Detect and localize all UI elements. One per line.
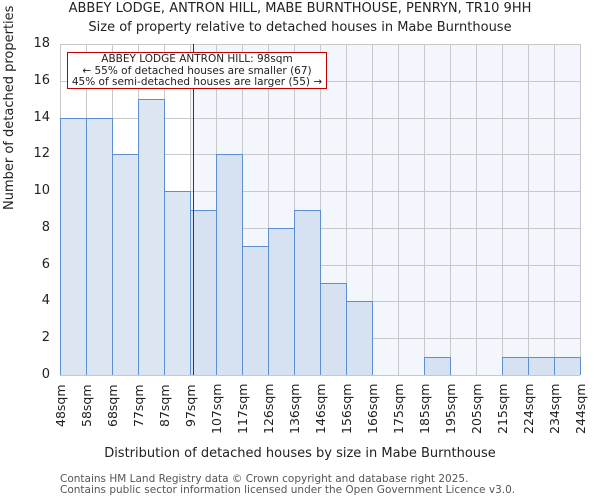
- x-tick-label: 146sqm: [313, 383, 328, 434]
- y-tick-label: 4: [41, 293, 50, 309]
- histogram-bar: [112, 154, 139, 375]
- x-tick-label: 244sqm: [573, 383, 588, 434]
- x-tick-label: 126sqm: [261, 383, 276, 434]
- y-tick-label: 6: [41, 256, 50, 272]
- y-tick-label: 10: [33, 183, 50, 199]
- x-axis-line: [60, 375, 580, 376]
- annotation-line-1: ABBEY LODGE ANTRON HILL: 98sqm: [101, 53, 293, 65]
- plot-area: [60, 44, 581, 376]
- histogram-bar: [242, 246, 269, 375]
- annotation-line-3: 45% of semi-detached houses are larger (…: [71, 76, 323, 88]
- property-marker-line: [193, 44, 194, 375]
- gridline-vertical: [372, 44, 373, 375]
- x-axis-label: Distribution of detached houses by size …: [104, 446, 496, 461]
- y-tick-label: 0: [41, 367, 50, 382]
- histogram-bar: [164, 191, 191, 375]
- y-tick-label: 12: [33, 146, 50, 162]
- x-tick-label: 224sqm: [521, 383, 536, 434]
- gridline-vertical: [450, 44, 451, 375]
- histogram-bar: [424, 356, 451, 375]
- x-tick-label: 77sqm: [131, 384, 146, 427]
- histogram-bar: [294, 209, 321, 375]
- x-tick-label: 68sqm: [105, 384, 120, 427]
- x-tick-label: 234sqm: [547, 383, 562, 434]
- histogram-bar: [502, 356, 529, 375]
- gridline-vertical: [424, 44, 425, 375]
- gridline-vertical: [502, 44, 503, 375]
- histogram-bar: [346, 301, 373, 375]
- histogram-bar: [86, 117, 113, 375]
- gridline-vertical: [346, 44, 347, 375]
- x-tick-label: 117sqm: [235, 383, 250, 434]
- y-tick-label: 18: [33, 36, 50, 51]
- annotation-line-2: ← 55% of detached houses are smaller (67…: [82, 64, 312, 77]
- x-tick-label: 205sqm: [469, 383, 484, 434]
- x-tick-label: 215sqm: [495, 383, 510, 434]
- gridline-vertical: [398, 44, 399, 375]
- annotation-box: ABBEY LODGE ANTRON HILL: 98sqm ← 55% of …: [67, 52, 327, 89]
- x-tick-label: 156sqm: [339, 383, 354, 434]
- x-tick-label: 48sqm: [53, 384, 68, 427]
- histogram-bar: [268, 227, 295, 375]
- x-tick-label: 175sqm: [391, 383, 406, 434]
- gridline-vertical: [268, 44, 269, 375]
- gridline-vertical: [528, 44, 529, 375]
- histogram-bar: [138, 99, 165, 375]
- histogram-bar: [554, 356, 581, 375]
- footer-credit-2: Contains public sector information licen…: [60, 484, 516, 496]
- histogram-bar: [320, 283, 347, 375]
- y-tick-label: 2: [41, 330, 50, 346]
- x-tick-label: 185sqm: [417, 383, 432, 434]
- x-tick-label: 87sqm: [157, 384, 172, 427]
- gridline-vertical: [476, 44, 477, 375]
- x-tick-label: 97sqm: [183, 384, 198, 427]
- x-tick-label: 58sqm: [79, 384, 94, 427]
- x-tick-label: 107sqm: [209, 383, 224, 434]
- histogram-bar: [528, 356, 555, 375]
- y-tick-label: 16: [33, 72, 50, 88]
- histogram-bar: [60, 117, 87, 375]
- y-tick-label: 8: [41, 219, 50, 235]
- gridline-vertical: [554, 44, 555, 375]
- x-tick-label: 166sqm: [365, 383, 380, 434]
- chart-subtitle: Size of property relative to detached ho…: [88, 20, 512, 35]
- x-tick-label: 136sqm: [287, 383, 302, 434]
- x-tick-label: 195sqm: [443, 383, 458, 434]
- histogram-bar: [216, 154, 243, 375]
- footer-credit-1: Contains HM Land Registry data © Crown c…: [60, 473, 469, 485]
- chart-title: ABBEY LODGE, ANTRON HILL, MABE BURNTHOUS…: [68, 1, 532, 16]
- y-axis-label: Number of detached properties: [2, 5, 17, 210]
- gridline-vertical: [580, 44, 581, 375]
- histogram-bar: [190, 209, 217, 375]
- y-tick-label: 14: [33, 109, 50, 125]
